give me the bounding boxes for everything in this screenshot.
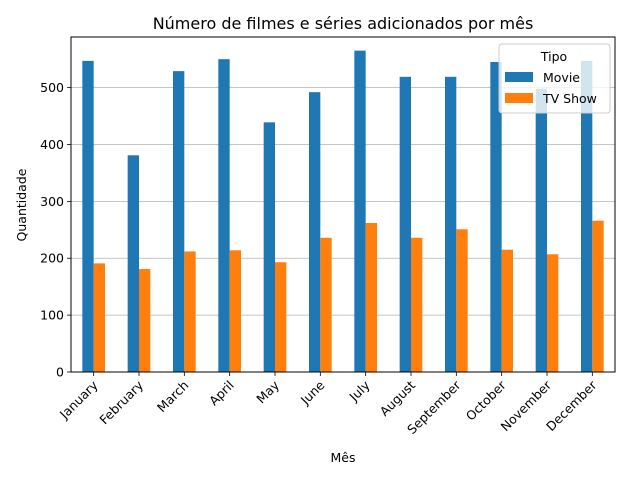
x-axis-label: Mês: [331, 450, 356, 465]
bar-tv-show-march: [184, 251, 196, 372]
x-tick-label: August: [377, 377, 419, 419]
bar-movie-february: [127, 155, 139, 372]
bar-movie-march: [173, 71, 185, 372]
bar-movie-june: [309, 92, 321, 373]
bar-movie-july: [354, 50, 366, 372]
bars: [82, 50, 604, 373]
y-axis-label: Quantidade: [14, 168, 29, 241]
legend-swatch-tv-show: [505, 93, 533, 103]
bar-tv-show-september: [456, 229, 468, 372]
legend-label-movie: Movie: [543, 70, 580, 85]
bar-movie-october: [490, 62, 502, 373]
x-tick-label: March: [154, 378, 192, 416]
bar-tv-show-august: [411, 237, 423, 372]
x-tick-label: May: [253, 377, 282, 406]
bar-tv-show-june: [320, 237, 332, 372]
legend-title: Tipo: [540, 49, 567, 64]
legend-swatch-movie: [505, 72, 533, 82]
bar-movie-april: [218, 59, 230, 372]
y-tick-label: 300: [40, 194, 64, 209]
y-tick-label: 0: [56, 365, 64, 380]
x-tick-label: January: [56, 377, 101, 422]
x-tick-label: February: [96, 377, 146, 427]
y-tick-label: 100: [40, 308, 64, 323]
bar-tv-show-february: [139, 269, 151, 372]
x-tick-label: June: [297, 377, 328, 408]
bar-tv-show-april: [229, 250, 241, 372]
y-tick-label: 500: [40, 80, 64, 95]
gridlines: [71, 87, 615, 373]
bar-movie-september: [445, 76, 457, 373]
legend-label-tv-show: TV Show: [542, 91, 597, 106]
x-tick-label: October: [463, 377, 510, 424]
x-tick-label: December: [543, 377, 600, 434]
bar-movie-january: [82, 60, 94, 373]
chart-title: Número de filmes e séries adicionados po…: [153, 14, 534, 33]
bar-tv-show-december: [592, 220, 604, 372]
bar-movie-august: [399, 76, 411, 373]
x-tick-label: July: [346, 377, 374, 405]
legend: Tipo Movie TV Show: [498, 43, 611, 114]
y-tick-label: 400: [40, 137, 64, 152]
bar-movie-may: [263, 122, 275, 373]
bar-movie-december: [581, 60, 593, 373]
bar-tv-show-july: [365, 222, 377, 372]
x-tick-label: April: [206, 378, 237, 409]
bar-tv-show-may: [275, 262, 287, 372]
plot-frame: [70, 36, 616, 373]
y-axis: 0 100 200 300 400 500: [40, 80, 71, 380]
bar-movie-november: [535, 88, 547, 373]
bar-tv-show-october: [501, 249, 513, 372]
bar-tv-show-january: [93, 263, 105, 372]
bar-tv-show-november: [547, 254, 559, 372]
y-tick-label: 200: [40, 251, 64, 266]
